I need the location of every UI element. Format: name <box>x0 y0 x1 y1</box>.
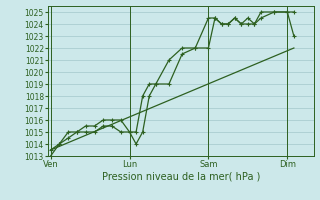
X-axis label: Pression niveau de la mer( hPa ): Pression niveau de la mer( hPa ) <box>102 172 260 182</box>
